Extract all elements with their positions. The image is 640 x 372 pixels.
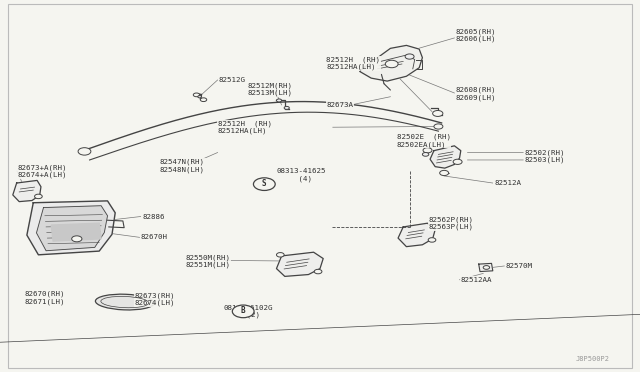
Polygon shape [51,223,101,241]
Text: 82886: 82886 [142,214,164,219]
Text: 82512H  (RH)
82512HA(LH): 82512H (RH) 82512HA(LH) [218,120,271,134]
Circle shape [422,153,429,156]
Text: 82512G: 82512G [219,77,246,83]
Text: 82605(RH)
82606(LH): 82605(RH) 82606(LH) [456,28,496,42]
Text: 82570M: 82570M [506,263,532,269]
Text: J8P500P2: J8P500P2 [576,356,610,362]
Circle shape [385,60,398,68]
Text: 08146-6102G
     (2): 08146-6102G (2) [224,305,273,318]
Text: S: S [262,179,267,188]
Text: 82562P(RH)
82563P(LH): 82562P(RH) 82563P(LH) [429,216,474,230]
Circle shape [453,159,462,164]
Polygon shape [360,45,422,81]
Circle shape [78,148,91,155]
Text: 82670H: 82670H [141,234,168,240]
Text: 82512H  (RH)
82512HA(LH): 82512H (RH) 82512HA(LH) [326,56,380,70]
Text: 82502E  (RH)
82502EA(LH): 82502E (RH) 82502EA(LH) [397,134,451,148]
Circle shape [276,253,284,257]
Circle shape [434,124,443,129]
Text: 82673A: 82673A [326,102,353,108]
Circle shape [198,96,202,98]
Circle shape [483,266,490,269]
Text: 82550M(RH)
82551M(LH): 82550M(RH) 82551M(LH) [186,254,230,268]
Polygon shape [13,180,41,202]
Circle shape [276,99,282,102]
Text: 82673+A(RH)
82674+A(LH): 82673+A(RH) 82674+A(LH) [17,164,67,178]
Circle shape [200,98,207,102]
Text: 82673(RH)
82674(LH): 82673(RH) 82674(LH) [134,292,175,307]
Text: 82670(RH)
82671(LH): 82670(RH) 82671(LH) [24,291,65,305]
Circle shape [314,269,322,274]
Text: B: B [241,307,246,315]
Circle shape [232,305,254,318]
Text: 82512M(RH)
82513M(LH): 82512M(RH) 82513M(LH) [247,82,292,96]
Polygon shape [398,223,435,247]
Polygon shape [276,252,323,276]
Text: 82512AA: 82512AA [461,277,492,283]
Ellipse shape [95,294,154,310]
Text: 82608(RH)
82609(LH): 82608(RH) 82609(LH) [456,87,496,101]
Circle shape [428,238,436,242]
Circle shape [284,106,289,109]
Circle shape [433,110,443,116]
Circle shape [193,93,200,97]
Polygon shape [27,201,115,255]
Text: 08313-41625
     (4): 08313-41625 (4) [276,168,326,182]
Text: 82502(RH)
82503(LH): 82502(RH) 82503(LH) [525,149,565,163]
Text: 82512A: 82512A [494,180,521,186]
Polygon shape [479,263,493,272]
Polygon shape [36,206,108,251]
Circle shape [423,148,432,153]
Circle shape [35,194,42,199]
Polygon shape [430,146,461,168]
Circle shape [253,178,275,190]
Text: 82547N(RH)
82548N(LH): 82547N(RH) 82548N(LH) [160,159,205,173]
Circle shape [405,54,414,59]
Circle shape [440,170,449,176]
Circle shape [72,236,82,242]
